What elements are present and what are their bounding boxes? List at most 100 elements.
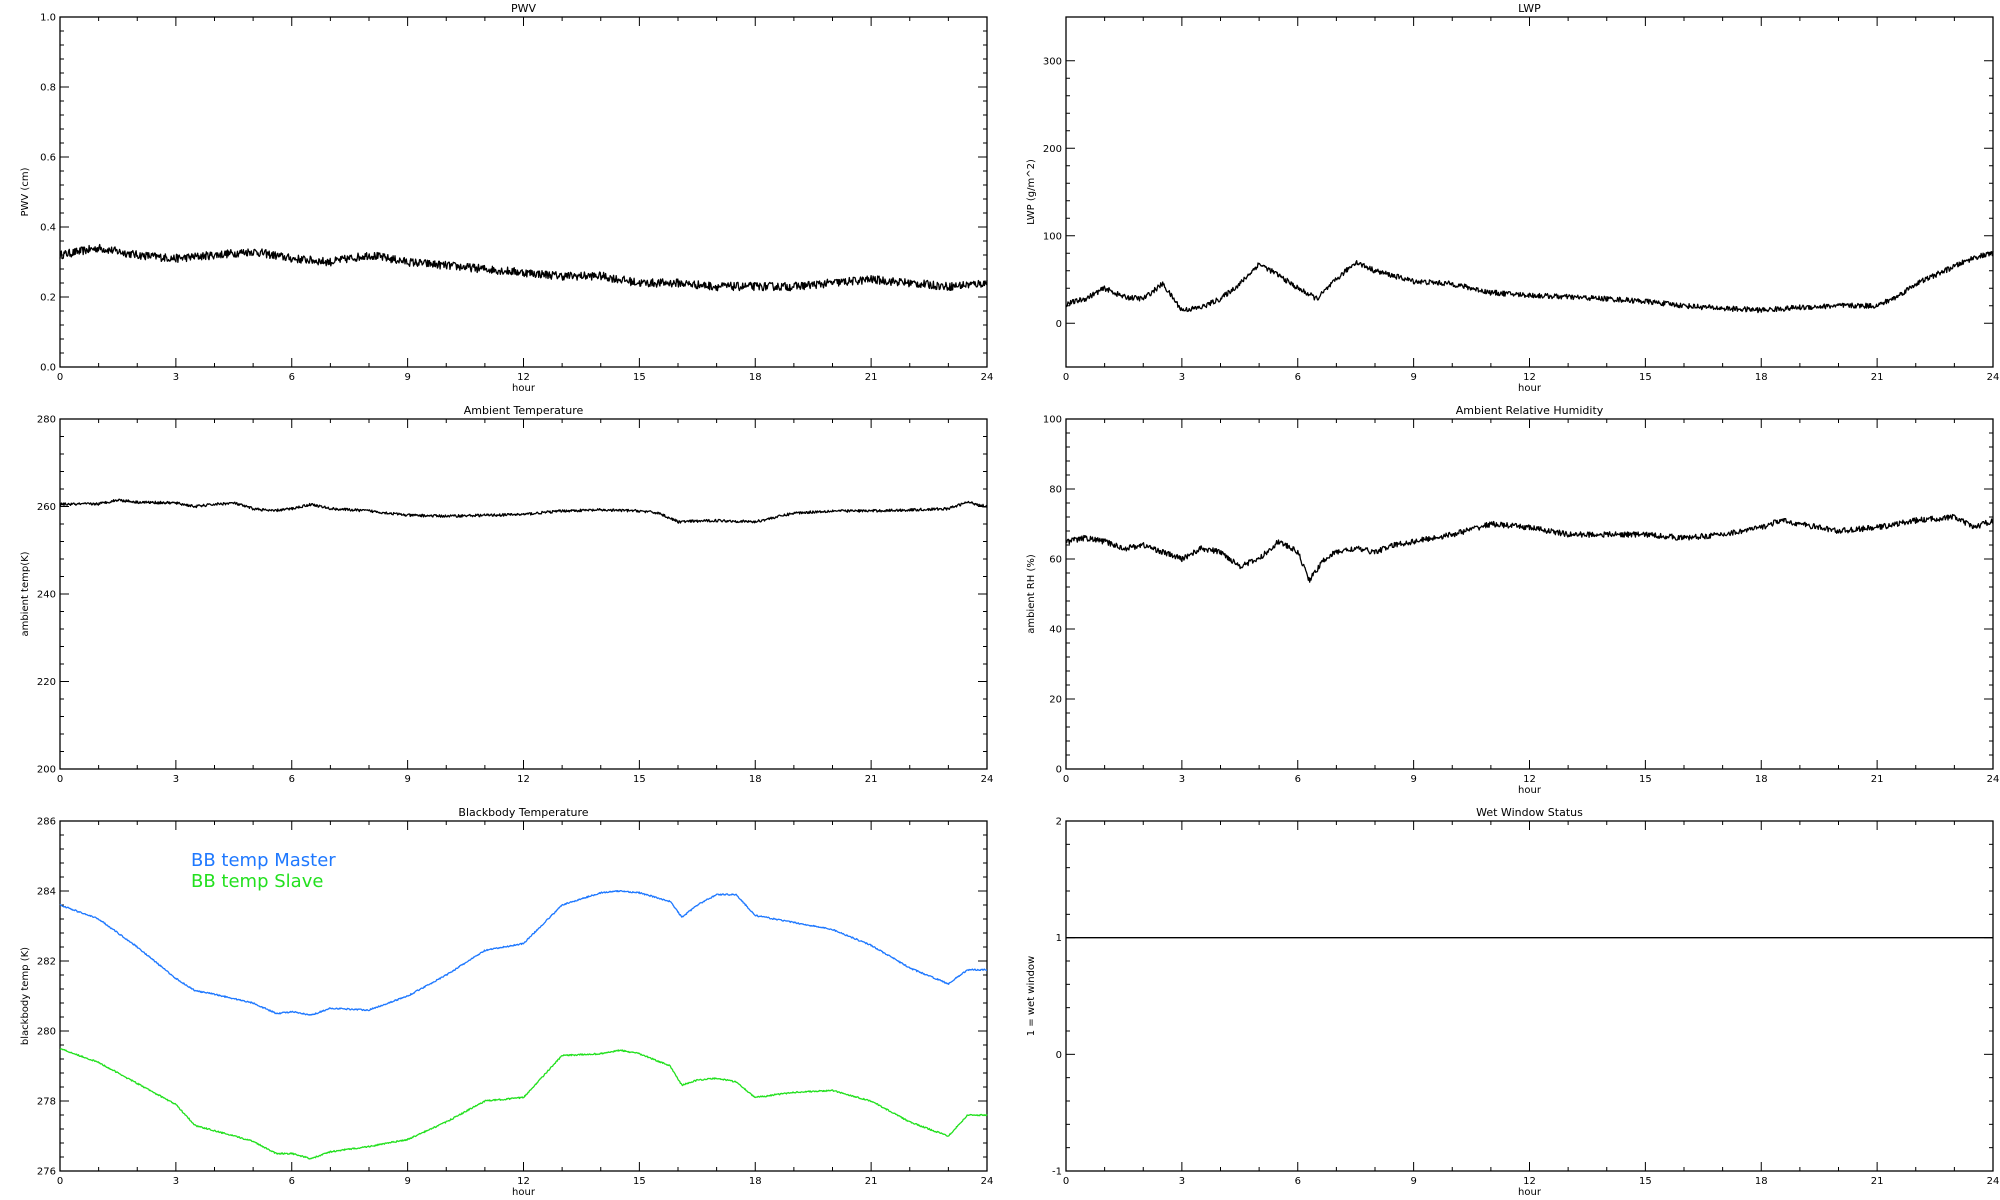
y-axis-label: LWP (g/m^2) [1026,159,1037,225]
x-tick-label: 18 [1755,774,1768,785]
x-tick-label: 18 [749,774,762,785]
x-tick-label: 0 [57,774,63,785]
x-tick-label: 12 [1523,774,1536,785]
plot-frame [1065,820,1994,1172]
y-tick-label: 276 [37,1167,56,1178]
x-tick-label: 9 [1410,1176,1416,1187]
x-tick-label: 0 [1063,372,1069,383]
x-tick-label: 3 [173,372,179,383]
x-tick-label: 24 [1987,1176,2000,1187]
x-tick-label: 9 [404,1176,410,1187]
y-axis-label: blackbody temp (K) [20,947,31,1045]
y-tick-label: 280 [37,1027,56,1038]
x-axis-label: hour [512,1187,536,1198]
chart-title: LWP [1518,2,1541,15]
x-tick-label: 6 [289,372,295,383]
x-tick-label: 6 [289,1176,295,1187]
y-tick-label: 100 [1043,415,1062,426]
legend-entry: BB temp Slave [191,871,323,892]
series-line-pwv [59,243,988,292]
chart-title: Ambient Temperature [464,404,584,417]
y-tick-label: 286 [37,817,56,828]
y-tick-label: 2 [1056,817,1062,828]
x-tick-label: 6 [289,774,295,785]
x-tick-label: 18 [1755,1176,1768,1187]
y-tick-label: 220 [37,677,56,688]
y-axis-label: PWV (cm) [20,167,31,216]
x-tick-label: 21 [865,372,878,383]
x-tick-label: 18 [749,1176,762,1187]
series-line-lwp [1065,251,1994,314]
series-line-bb-temp-slave [59,1048,988,1160]
chart-title: Blackbody Temperature [458,806,588,819]
x-tick-label: 12 [1523,1176,1536,1187]
y-tick-label: 200 [37,765,56,776]
x-tick-label: 15 [633,774,646,785]
ambient-rh-chart: 0 3 6 9 12 15 18 21 24 0 20 40 60 80 100 Ambient Relati… [1026,404,1999,796]
plot-frame [59,418,988,770]
x-tick-label: 9 [1410,774,1416,785]
y-tick-label: 40 [1049,625,1062,636]
y-tick-label: 20 [1049,695,1062,706]
x-tick-label: 6 [1295,774,1301,785]
chart-title: Wet Window Status [1476,806,1583,819]
y-tick-label: 260 [37,502,56,513]
x-tick-label: 3 [1179,372,1185,383]
x-tick-label: 6 [1295,1176,1301,1187]
x-tick-label: 24 [1987,774,2000,785]
y-tick-label: 0 [1056,1050,1062,1061]
x-tick-label: 21 [1871,774,1884,785]
y-tick-label: 0.0 [40,363,56,374]
x-tick-label: 9 [1410,372,1416,383]
chart-title: Ambient Relative Humidity [1456,404,1604,417]
x-tick-label: 15 [633,372,646,383]
x-tick-label: 21 [865,1176,878,1187]
y-tick-label: 100 [1043,231,1062,242]
lwp-chart: 0 3 6 9 12 15 18 21 24 0 100 200 300 LWP hour LWP (g/m^… [1026,2,1999,394]
x-tick-label: 12 [517,774,530,785]
x-tick-label: 18 [1755,372,1768,383]
x-tick-label: 24 [981,774,994,785]
x-tick-label: 3 [173,774,179,785]
y-tick-label: -1 [1052,1167,1062,1178]
x-axis-label: hour [512,383,536,394]
x-tick-label: 3 [173,1176,179,1187]
y-tick-label: 300 [1043,56,1062,67]
y-axis-label: 1 = wet window [1026,956,1037,1036]
plot-frame [1065,418,1994,770]
x-axis-label: hour [1518,1187,1542,1198]
x-tick-label: 24 [981,372,994,383]
x-tick-label: 6 [1295,372,1301,383]
series-line-ambient-rh [1065,513,1994,583]
series-line-ambient-temp [59,498,988,524]
y-tick-label: 0.4 [40,223,56,234]
x-axis-label: hour [1518,383,1542,394]
x-tick-label: 15 [1639,1176,1652,1187]
x-tick-label: 15 [633,1176,646,1187]
y-tick-label: 1 [1056,933,1062,944]
x-tick-label: 15 [1639,774,1652,785]
x-tick-label: 3 [1179,774,1185,785]
x-tick-label: 21 [865,774,878,785]
y-tick-label: 240 [37,590,56,601]
x-tick-label: 9 [404,372,410,383]
y-tick-label: 200 [1043,144,1062,155]
x-tick-label: 0 [57,372,63,383]
x-tick-label: 3 [1179,1176,1185,1187]
plot-frame [59,16,988,368]
x-tick-label: 12 [517,1176,530,1187]
x-axis-label: hour [1518,785,1542,796]
x-tick-label: 0 [1063,774,1069,785]
x-tick-label: 0 [1063,1176,1069,1187]
y-axis-label: ambient RH (%) [1026,554,1037,634]
y-tick-label: 0 [1056,319,1062,330]
x-tick-label: 15 [1639,372,1652,383]
legend-entry: BB temp Master [191,850,336,871]
series-line-bb-temp-master [59,890,987,1016]
y-tick-label: 0.8 [40,83,56,94]
x-tick-label: 18 [749,372,762,383]
x-tick-label: 12 [517,372,530,383]
y-tick-label: 60 [1049,555,1062,566]
